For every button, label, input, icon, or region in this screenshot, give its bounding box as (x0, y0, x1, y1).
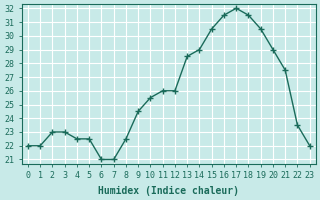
X-axis label: Humidex (Indice chaleur): Humidex (Indice chaleur) (98, 186, 239, 196)
